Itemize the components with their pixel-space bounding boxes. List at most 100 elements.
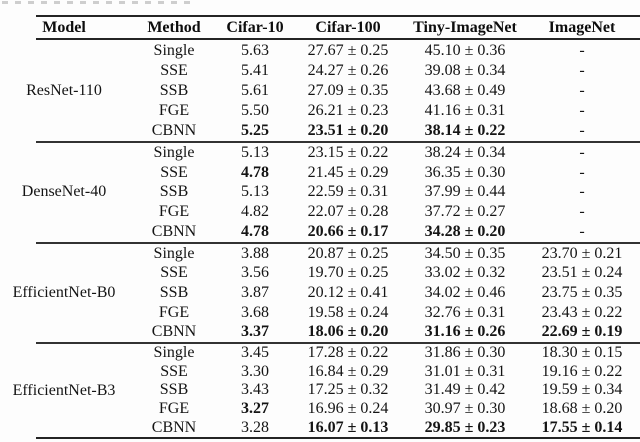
value-cell-cifar100: 20.12 ± 0.41: [307, 283, 389, 301]
value-cell-cifar100: 24.27 ± 0.26: [307, 62, 389, 79]
value-cell-cifar100: 22.59 ± 0.31: [307, 183, 389, 201]
cropped-caption-artifact: [2, 1, 190, 4]
method-cell: FGE: [158, 102, 190, 119]
value-cell-tiny-imagenet: 38.14 ± 0.22: [424, 122, 506, 139]
value-cell-imagenet: 18.68 ± 0.20: [541, 400, 623, 418]
model-group-efficientnet-b3: EfficientNet-B3 Single 3.45 17.28 ± 0.22…: [0, 344, 640, 437]
value-cell-imagenet: 17.55 ± 0.14: [541, 418, 623, 436]
value-cell-tiny-imagenet: 37.99 ± 0.44: [424, 183, 506, 201]
value-cell-tiny-imagenet: 31.49 ± 0.42: [424, 381, 506, 399]
value-cell-cifar10: 5.13: [241, 183, 269, 201]
table-header-row: Model Method Cifar-10 Cifar-100 Tiny-Ima…: [0, 17, 640, 38]
method-cell: SSB: [159, 183, 189, 201]
value-cell-tiny-imagenet: 39.08 ± 0.34: [424, 62, 506, 79]
value-cell-tiny-imagenet: 31.86 ± 0.30: [424, 344, 506, 362]
value-cell-cifar10: 4.78: [241, 223, 269, 241]
value-cell-cifar10: 5.25: [241, 122, 269, 139]
table-rule-below-header: [36, 38, 640, 40]
value-cell-cifar100: 17.25 ± 0.32: [307, 381, 389, 399]
value-cell-imagenet: -: [579, 42, 585, 59]
table-rule-group-separator-2: [36, 242, 640, 244]
model-name-cell: DenseNet-40: [21, 183, 107, 201]
value-cell-tiny-imagenet: 41.16 ± 0.31: [424, 102, 506, 119]
value-cell-imagenet: -: [579, 122, 585, 139]
table-rule-bottom: [36, 437, 640, 439]
value-cell-imagenet: 19.59 ± 0.34: [541, 381, 623, 399]
value-cell-imagenet: -: [579, 223, 585, 241]
value-cell-imagenet: 18.30 ± 0.15: [541, 344, 623, 362]
value-cell-cifar100: 17.28 ± 0.22: [307, 344, 389, 362]
method-cell: CBNN: [151, 223, 197, 241]
value-cell-cifar10: 5.63: [241, 42, 269, 59]
value-cell-cifar10: 5.13: [241, 143, 269, 161]
value-cell-cifar10: 4.82: [241, 203, 269, 221]
table-rule-group-separator-3: [36, 342, 640, 344]
value-cell-tiny-imagenet: 38.24 ± 0.34: [424, 143, 506, 161]
model-group-resnet-110: ResNet-110 Single 5.63 27.67 ± 0.25 45.1…: [0, 41, 640, 141]
value-cell-imagenet: 23.51 ± 0.24: [541, 264, 623, 282]
value-cell-tiny-imagenet: 36.35 ± 0.30: [424, 163, 506, 181]
method-cell: Single: [153, 42, 195, 59]
value-cell-tiny-imagenet: 33.02 ± 0.32: [424, 264, 506, 282]
table-rule-top: [36, 15, 640, 17]
method-cell: Single: [153, 344, 195, 362]
value-cell-cifar100: 16.84 ± 0.29: [307, 362, 389, 380]
value-cell-cifar10: 3.56: [241, 264, 269, 282]
method-cell: Single: [153, 143, 195, 161]
value-cell-imagenet: 23.75 ± 0.35: [541, 283, 623, 301]
value-cell-imagenet: 23.43 ± 0.22: [541, 303, 623, 321]
value-cell-cifar10: 3.27: [241, 400, 269, 418]
value-cell-imagenet: -: [579, 82, 585, 99]
value-cell-imagenet: 19.16 ± 0.22: [541, 362, 623, 380]
model-group-densenet-40: DenseNet-40 Single 5.13 23.15 ± 0.22 38.…: [0, 143, 640, 242]
header-tiny-imagenet: Tiny-ImageNet: [413, 18, 517, 36]
method-cell: FGE: [158, 303, 190, 321]
table-rule-group-separator-1: [36, 141, 640, 143]
value-cell-tiny-imagenet: 31.01 ± 0.31: [424, 362, 506, 380]
value-cell-cifar10: 3.28: [241, 418, 269, 436]
value-cell-cifar10: 4.78: [241, 163, 269, 181]
value-cell-cifar100: 22.07 ± 0.28: [307, 203, 389, 221]
value-cell-cifar100: 23.51 ± 0.20: [307, 122, 389, 139]
method-cell: SSB: [159, 283, 189, 301]
value-cell-tiny-imagenet: 34.28 ± 0.20: [424, 223, 506, 241]
value-cell-cifar10: 3.30: [241, 362, 269, 380]
value-cell-tiny-imagenet: 43.68 ± 0.49: [424, 82, 506, 99]
value-cell-cifar10: 3.37: [241, 323, 269, 341]
value-cell-cifar100: 20.87 ± 0.25: [307, 244, 389, 262]
model-name-cell: EfficientNet-B3: [12, 381, 116, 399]
value-cell-tiny-imagenet: 45.10 ± 0.36: [424, 42, 506, 59]
method-cell: CBNN: [151, 323, 197, 341]
value-cell-cifar100: 16.96 ± 0.24: [307, 400, 389, 418]
value-cell-cifar10: 3.43: [241, 381, 269, 399]
value-cell-cifar10: 3.68: [241, 303, 269, 321]
value-cell-tiny-imagenet: 34.50 ± 0.35: [424, 244, 506, 262]
value-cell-tiny-imagenet: 30.97 ± 0.30: [424, 400, 506, 418]
method-cell: SSB: [159, 82, 189, 99]
header-cifar10: Cifar-10: [226, 18, 284, 36]
header-cifar100: Cifar-100: [315, 18, 381, 36]
value-cell-cifar10: 5.61: [241, 82, 269, 99]
header-imagenet: ImageNet: [548, 18, 616, 36]
value-cell-imagenet: -: [579, 203, 585, 221]
value-cell-cifar100: 20.66 ± 0.17: [307, 223, 389, 241]
model-name-cell: ResNet-110: [26, 82, 102, 99]
method-cell: FGE: [158, 400, 190, 418]
value-cell-cifar100: 23.15 ± 0.22: [307, 143, 389, 161]
value-cell-tiny-imagenet: 31.16 ± 0.26: [424, 323, 506, 341]
value-cell-imagenet: -: [579, 183, 585, 201]
method-cell: CBNN: [151, 122, 197, 139]
value-cell-imagenet: -: [579, 102, 585, 119]
model-name-cell: EfficientNet-B0: [12, 284, 116, 301]
value-cell-imagenet: -: [579, 143, 585, 161]
value-cell-imagenet: 22.69 ± 0.19: [541, 323, 623, 341]
header-method: Method: [147, 18, 201, 36]
method-cell: SSB: [159, 381, 189, 399]
method-cell: SSE: [160, 362, 188, 380]
value-cell-cifar100: 21.45 ± 0.29: [307, 163, 389, 181]
value-cell-cifar100: 26.21 ± 0.23: [307, 102, 389, 119]
header-model: Model: [42, 18, 86, 36]
value-cell-cifar100: 19.70 ± 0.25: [307, 264, 389, 282]
method-cell: SSE: [160, 163, 188, 181]
